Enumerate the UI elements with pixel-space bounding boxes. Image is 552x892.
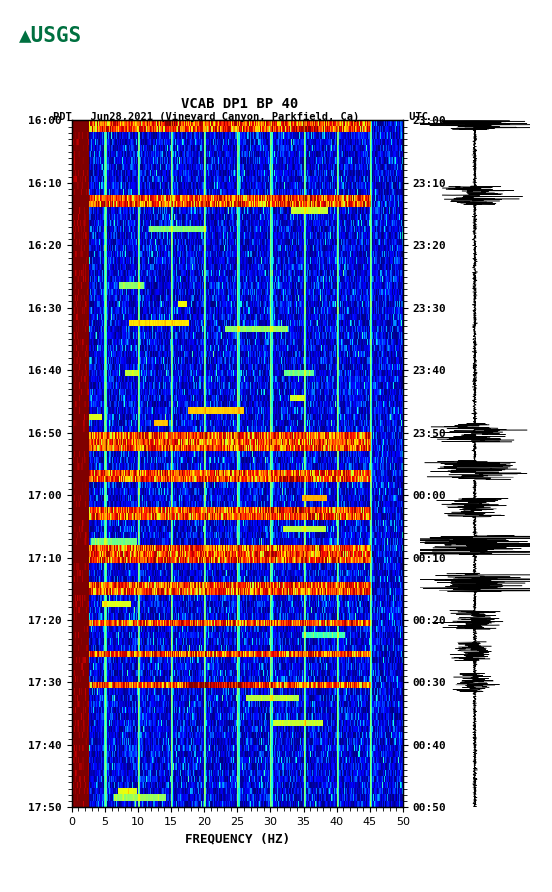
Text: VCAB DP1 BP 40: VCAB DP1 BP 40 [182,96,299,111]
X-axis label: FREQUENCY (HZ): FREQUENCY (HZ) [185,832,290,846]
Text: PDT   Jun28,2021 (Vineyard Canyon, Parkfield, Ca)        UTC: PDT Jun28,2021 (Vineyard Canyon, Parkfie… [52,112,428,122]
Text: ▲USGS: ▲USGS [19,25,82,45]
